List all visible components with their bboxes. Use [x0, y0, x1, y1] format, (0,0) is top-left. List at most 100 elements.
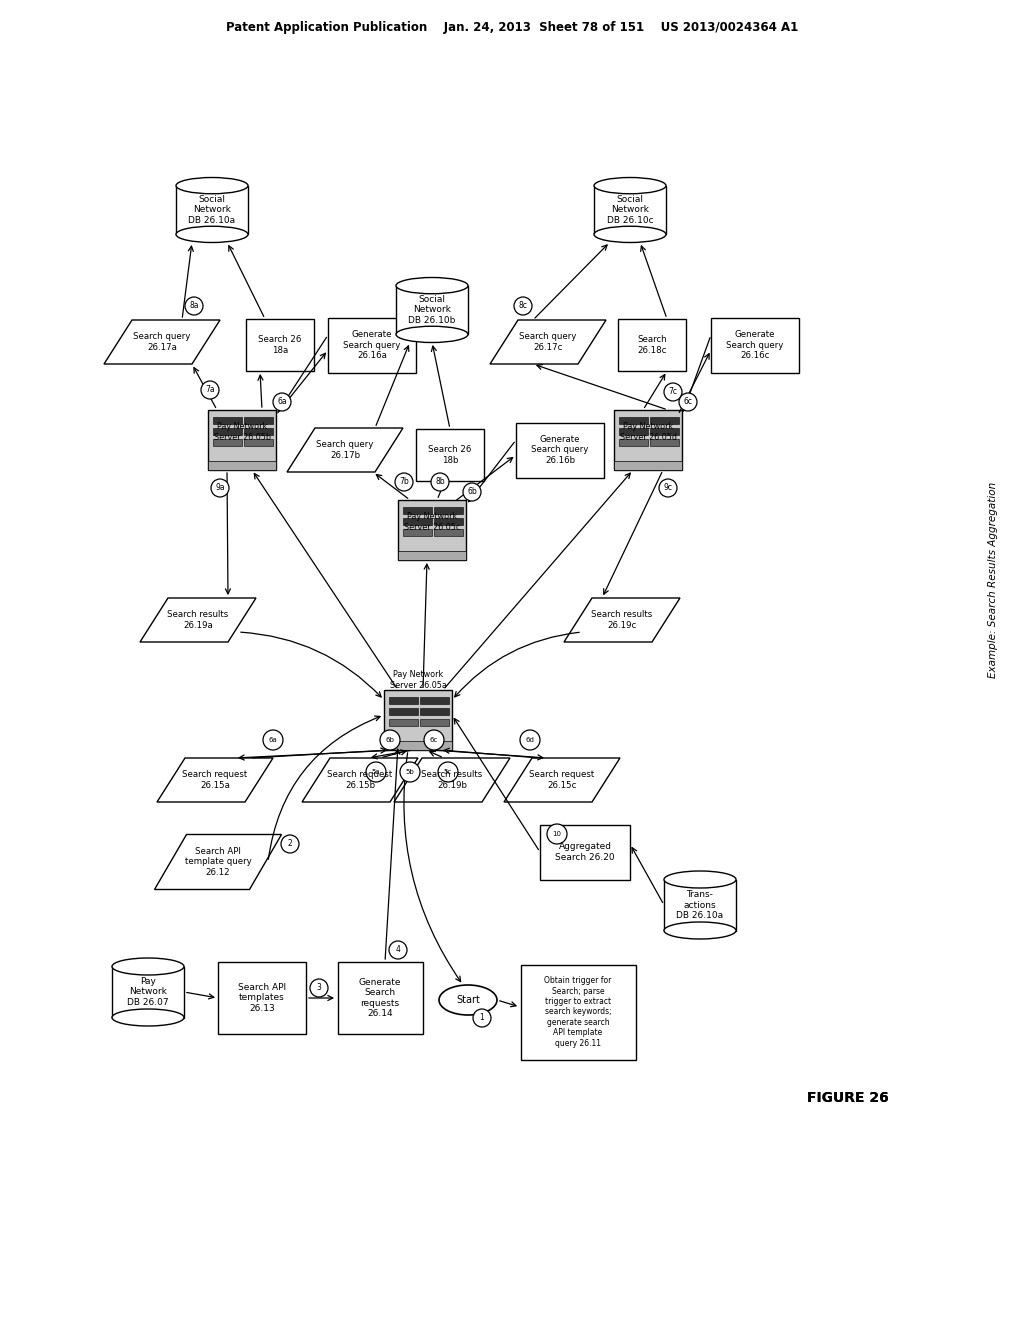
Circle shape	[514, 297, 532, 315]
Text: Search request
26.15b: Search request 26.15b	[328, 771, 392, 789]
Bar	[403, 529, 432, 536]
Bar	[416, 429, 484, 480]
Text: 4: 4	[395, 945, 400, 954]
Bar	[389, 708, 418, 715]
Bar	[213, 417, 242, 424]
Text: 5b: 5b	[406, 770, 415, 775]
Bar	[434, 529, 463, 536]
Bar	[516, 422, 604, 478]
Text: 6b: 6b	[386, 737, 394, 743]
Circle shape	[211, 479, 229, 498]
Circle shape	[389, 941, 407, 960]
Bar	[594, 186, 666, 235]
Bar	[398, 500, 466, 560]
Text: Patent Application Publication    Jan. 24, 2013  Sheet 78 of 151    US 2013/0024: Patent Application Publication Jan. 24, …	[226, 21, 798, 33]
Text: 9c: 9c	[664, 483, 673, 492]
Text: Trans-
actions
DB 26.10a: Trans- actions DB 26.10a	[677, 890, 724, 920]
Circle shape	[438, 762, 458, 781]
Bar	[213, 428, 242, 436]
Bar	[398, 550, 466, 560]
Text: 7a: 7a	[205, 385, 215, 395]
Text: 7c: 7c	[669, 388, 678, 396]
Text: 6c: 6c	[683, 397, 692, 407]
Polygon shape	[394, 758, 510, 803]
Bar	[650, 440, 679, 446]
Text: Start: Start	[456, 995, 480, 1005]
Text: Search request
26.15a: Search request 26.15a	[182, 771, 248, 789]
Polygon shape	[140, 598, 256, 642]
Polygon shape	[104, 319, 220, 364]
Bar	[396, 285, 468, 334]
Text: Search query
26.17c: Search query 26.17c	[519, 333, 577, 351]
Text: Search 26
18a: Search 26 18a	[258, 335, 302, 355]
Ellipse shape	[594, 177, 666, 194]
Bar	[520, 965, 636, 1060]
Circle shape	[273, 393, 291, 411]
Text: 6a: 6a	[268, 737, 278, 743]
Bar	[218, 962, 306, 1034]
Ellipse shape	[594, 226, 666, 243]
Bar	[403, 507, 432, 513]
Circle shape	[366, 762, 386, 781]
Polygon shape	[302, 758, 418, 803]
Text: Pay
Network
DB 26.07: Pay Network DB 26.07	[127, 977, 169, 1007]
Bar	[328, 318, 416, 372]
Ellipse shape	[112, 958, 184, 975]
Text: Aggregated
Search 26.20: Aggregated Search 26.20	[555, 842, 614, 862]
Ellipse shape	[176, 226, 248, 243]
Text: 3: 3	[316, 983, 322, 993]
Bar	[650, 417, 679, 424]
Text: FIGURE 26: FIGURE 26	[807, 1092, 889, 1105]
Ellipse shape	[112, 1008, 184, 1026]
Text: Social
Network
DB 26.10b: Social Network DB 26.10b	[409, 296, 456, 325]
Ellipse shape	[396, 277, 468, 294]
Bar	[246, 319, 314, 371]
Bar	[614, 411, 682, 470]
Text: FIGURE 26: FIGURE 26	[807, 1092, 889, 1105]
Bar	[403, 517, 432, 525]
Bar	[213, 440, 242, 446]
Circle shape	[185, 297, 203, 315]
Polygon shape	[155, 834, 282, 890]
Text: 10: 10	[553, 832, 561, 837]
Text: Pay Network
Server 26.05c: Pay Network Server 26.05c	[403, 512, 460, 532]
Bar	[420, 708, 449, 715]
Text: 9a: 9a	[215, 483, 225, 492]
Polygon shape	[157, 758, 273, 803]
Text: Generate
Search query
26.16a: Generate Search query 26.16a	[343, 330, 400, 360]
Bar	[112, 966, 184, 1018]
Text: Generate
Search
requests
26.14: Generate Search requests 26.14	[358, 978, 401, 1018]
Bar	[338, 962, 423, 1034]
Bar	[711, 318, 799, 372]
Text: 6c: 6c	[430, 737, 438, 743]
Bar	[618, 440, 648, 446]
Polygon shape	[287, 428, 403, 473]
Text: Search
26.18c: Search 26.18c	[637, 335, 667, 355]
Text: Generate
Search query
26.16c: Generate Search query 26.16c	[726, 330, 783, 360]
Circle shape	[310, 979, 328, 997]
Bar	[420, 719, 449, 726]
Polygon shape	[564, 598, 680, 642]
Text: Pay Network
Server 26.05d: Pay Network Server 26.05d	[620, 422, 677, 442]
Text: 6b: 6b	[467, 487, 477, 496]
Text: Example: Search Results Aggregation: Example: Search Results Aggregation	[988, 482, 998, 678]
Text: Search results
26.19a: Search results 26.19a	[167, 610, 228, 630]
Text: Search request
26.15c: Search request 26.15c	[529, 771, 595, 789]
Circle shape	[400, 762, 420, 781]
Bar	[244, 440, 273, 446]
Text: Social
Network
DB 26.10c: Social Network DB 26.10c	[606, 195, 653, 224]
Text: 5a: 5a	[372, 770, 380, 775]
Bar	[664, 879, 736, 931]
Ellipse shape	[664, 871, 736, 888]
Text: Search query
26.17a: Search query 26.17a	[133, 333, 190, 351]
Bar	[176, 186, 248, 235]
Bar	[384, 741, 452, 750]
Text: Search results
26.19c: Search results 26.19c	[592, 610, 652, 630]
Circle shape	[679, 393, 697, 411]
Circle shape	[395, 473, 413, 491]
Text: Pay Network
Server 26.05a: Pay Network Server 26.05a	[389, 671, 446, 689]
Bar	[389, 697, 418, 704]
Bar	[434, 517, 463, 525]
Text: Generate
Search query
26.16b: Generate Search query 26.16b	[531, 436, 589, 465]
Circle shape	[263, 730, 283, 750]
